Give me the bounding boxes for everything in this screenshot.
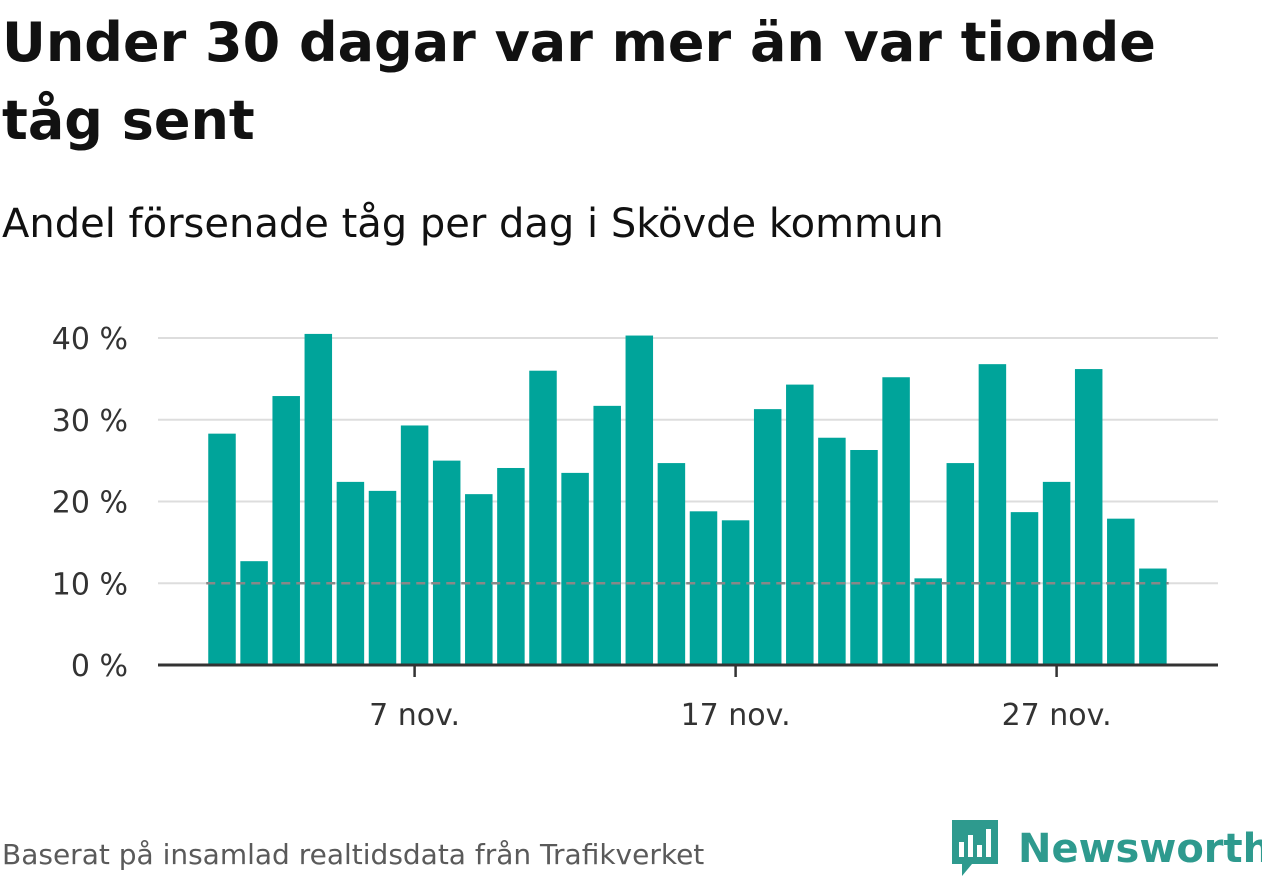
y-tick-label: 10 % <box>52 567 128 602</box>
bar-1 <box>208 433 236 665</box>
bar-chart: 0 % 10 % 20 % 30 % 40 % 7 nov. 17 nov. 27 nov. <box>52 322 1218 733</box>
bar-25 <box>978 364 1007 665</box>
bar-15 <box>657 463 686 665</box>
bar-24 <box>946 463 975 665</box>
bar-9 <box>465 494 493 665</box>
y-tick-label: 20 % <box>52 486 128 521</box>
brand-name: Newsworthy <box>1018 826 1262 872</box>
bar-23 <box>914 578 942 665</box>
bar-3 <box>272 396 300 665</box>
bar-10 <box>497 467 525 665</box>
bar-16 <box>689 511 718 665</box>
bar-30 <box>1139 568 1167 665</box>
y-tick-label: 40 % <box>52 322 128 357</box>
x-tick-label: 7 nov. <box>369 698 460 733</box>
y-tick-label: 30 % <box>52 404 128 439</box>
y-tick-label: 0 % <box>71 649 128 684</box>
bar-13 <box>593 405 621 665</box>
bar-19 <box>786 384 814 665</box>
newsworthy-logo-icon <box>952 820 998 876</box>
bar-27 <box>1042 481 1071 665</box>
bar-8 <box>432 460 461 665</box>
bar-5 <box>336 481 365 665</box>
bar-17 <box>721 520 750 665</box>
chart-title: Under 30 dagar var mer än var tionde tåg… <box>2 11 1156 152</box>
bar-2 <box>240 561 268 665</box>
bar-14 <box>625 335 654 665</box>
x-tick-label: 27 nov. <box>1002 698 1112 733</box>
bar-11 <box>529 370 557 665</box>
bar-4 <box>304 333 333 665</box>
bar-28 <box>1074 369 1103 665</box>
bar-18 <box>753 409 782 665</box>
bar-29 <box>1107 518 1135 665</box>
bar-22 <box>882 377 910 665</box>
bar-7 <box>400 425 429 665</box>
brand-logo: Newsworthy <box>950 818 1262 880</box>
bar-26 <box>1010 512 1039 665</box>
bar-20 <box>818 437 846 665</box>
x-tick-label: 17 nov. <box>681 698 791 733</box>
bar-12 <box>561 472 589 665</box>
bar-6 <box>368 490 397 665</box>
bar-21 <box>850 449 878 665</box>
chart-subtitle: Andel försenade tåg per dag i Skövde kom… <box>2 201 944 247</box>
source-note: Baserat på insamlad realtidsdata från Tr… <box>2 838 705 871</box>
